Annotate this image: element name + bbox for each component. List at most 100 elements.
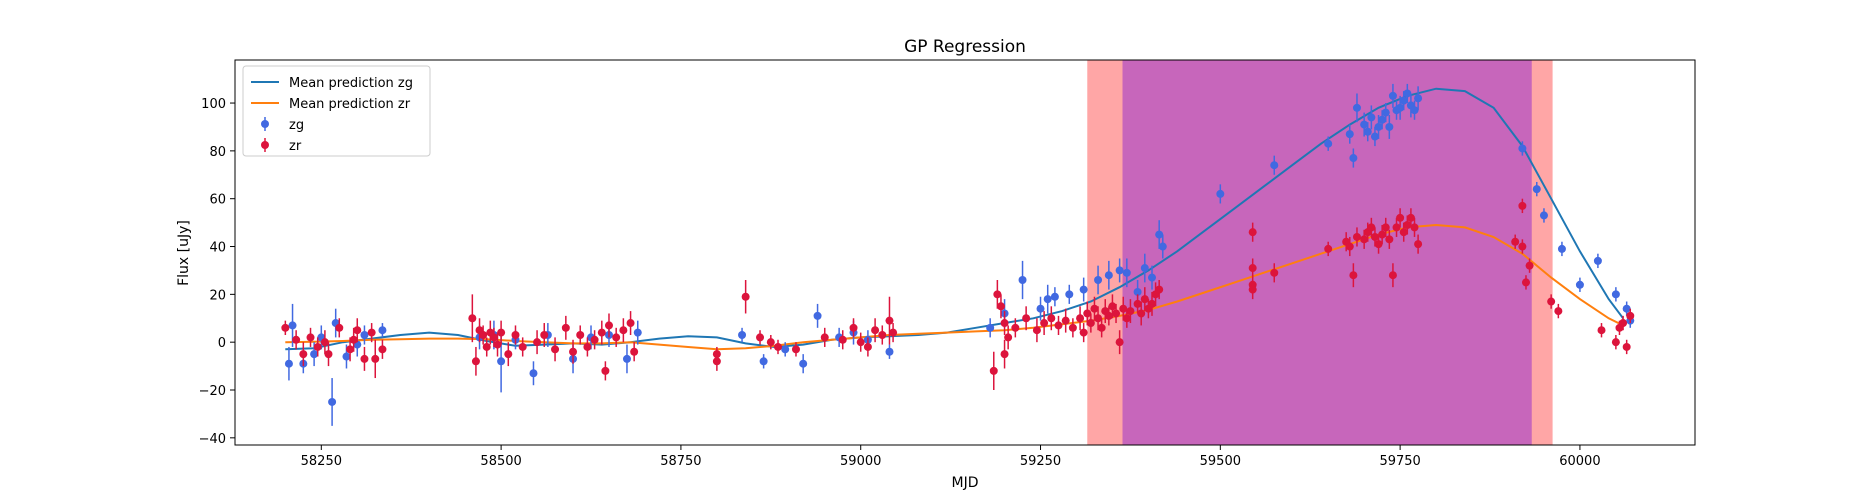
point-zg bbox=[1363, 127, 1372, 136]
point-zg bbox=[986, 323, 995, 332]
point-zr bbox=[1511, 237, 1520, 246]
point-zg bbox=[1360, 120, 1369, 129]
x-tick-label: 59250 bbox=[1020, 454, 1061, 469]
point-zg bbox=[1367, 113, 1376, 122]
point-zr bbox=[885, 316, 894, 325]
point-zg bbox=[1622, 304, 1631, 313]
point-zg bbox=[1611, 290, 1620, 299]
point-zr bbox=[1248, 228, 1257, 237]
point-zr bbox=[1403, 221, 1412, 229]
line-mean-prediction-zg bbox=[285, 87, 1624, 351]
point-zr bbox=[551, 345, 560, 354]
y-tick-label: 60 bbox=[209, 193, 226, 208]
point-zr bbox=[1622, 342, 1631, 351]
point-zr bbox=[1518, 242, 1527, 251]
point-zr bbox=[497, 328, 506, 337]
point-zr bbox=[569, 347, 578, 356]
point-zr bbox=[1345, 242, 1354, 251]
point-zr bbox=[1619, 319, 1628, 328]
point-zr bbox=[1597, 326, 1606, 335]
point-zr bbox=[482, 342, 491, 351]
point-zr bbox=[1352, 232, 1361, 241]
y-tick-label: 0 bbox=[218, 336, 226, 351]
point-zr bbox=[1068, 323, 1077, 332]
point-zr bbox=[820, 333, 829, 342]
point-zr bbox=[619, 326, 628, 335]
point-zr bbox=[1137, 309, 1146, 318]
point-zr bbox=[1112, 309, 1121, 318]
x-tick-label: 59750 bbox=[1379, 454, 1420, 469]
point-zg bbox=[1349, 154, 1358, 163]
point-zg bbox=[1147, 273, 1156, 282]
point-zr bbox=[504, 350, 513, 359]
y-tick-label: −20 bbox=[199, 384, 226, 399]
point-zg bbox=[1050, 292, 1059, 301]
point-zg bbox=[1374, 122, 1383, 131]
point-zr bbox=[346, 345, 355, 354]
point-zr bbox=[324, 350, 333, 359]
point-zg bbox=[1399, 96, 1408, 105]
point-zr bbox=[493, 340, 502, 349]
legend-swatch-point bbox=[261, 141, 269, 149]
point-zr bbox=[518, 342, 527, 351]
point-zr bbox=[320, 338, 329, 347]
point-zr bbox=[371, 354, 380, 363]
point-zr bbox=[353, 326, 362, 335]
point-zr bbox=[511, 331, 520, 339]
point-zg bbox=[633, 328, 642, 337]
point-zr bbox=[367, 328, 376, 337]
point-zg bbox=[1036, 304, 1045, 313]
point-zg bbox=[1270, 161, 1279, 170]
x-tick-label: 58500 bbox=[480, 454, 521, 469]
point-zr bbox=[561, 323, 570, 332]
point-zr bbox=[292, 335, 301, 344]
point-zg bbox=[1018, 276, 1027, 284]
point-zr bbox=[1406, 213, 1415, 222]
x-tick-label: 58250 bbox=[301, 454, 342, 469]
point-zg bbox=[885, 347, 894, 356]
point-zg bbox=[378, 326, 387, 335]
point-zr bbox=[1378, 230, 1387, 239]
point-zr bbox=[590, 335, 599, 344]
point-zr bbox=[1047, 314, 1056, 323]
point-zr bbox=[1022, 314, 1031, 323]
point-zr bbox=[1094, 314, 1103, 323]
point-zg bbox=[1324, 139, 1333, 148]
x-tick-label: 60000 bbox=[1559, 454, 1600, 469]
y-tick-label: 80 bbox=[209, 145, 226, 160]
point-zr bbox=[576, 331, 585, 339]
chart-title: GP Regression bbox=[904, 37, 1026, 57]
point-zg bbox=[284, 359, 293, 368]
point-zr bbox=[1133, 299, 1142, 308]
point-zr bbox=[349, 335, 358, 344]
point-zg bbox=[799, 359, 808, 368]
point-zg bbox=[497, 357, 506, 366]
data-points bbox=[281, 83, 1635, 426]
point-zg bbox=[781, 345, 790, 354]
point-zr bbox=[1248, 264, 1257, 273]
point-zg bbox=[1133, 287, 1142, 296]
point-zr bbox=[766, 338, 775, 347]
point-zr bbox=[889, 328, 898, 337]
point-zr bbox=[756, 333, 765, 342]
point-zg bbox=[738, 331, 747, 339]
point-zr bbox=[1414, 240, 1423, 249]
point-zg bbox=[1532, 185, 1541, 194]
x-axis: 58250 58500 58750 59000 59250 59500 59750 60000 bbox=[301, 445, 1601, 469]
point-zr bbox=[1040, 319, 1049, 328]
y-axis-label: Flux [uJy] bbox=[176, 220, 192, 286]
shaded-regions bbox=[1087, 60, 1553, 445]
point-zr bbox=[1349, 271, 1358, 280]
point-zr bbox=[1396, 213, 1405, 222]
point-zr bbox=[1054, 321, 1063, 330]
point-zr bbox=[626, 319, 635, 328]
point-zr bbox=[489, 333, 498, 342]
point-zr bbox=[1108, 302, 1117, 311]
point-zr bbox=[712, 357, 721, 366]
point-zr bbox=[1097, 323, 1106, 332]
point-zg bbox=[1539, 211, 1548, 220]
point-zg bbox=[813, 311, 822, 320]
point-zr bbox=[306, 333, 315, 342]
point-zr bbox=[471, 357, 480, 366]
